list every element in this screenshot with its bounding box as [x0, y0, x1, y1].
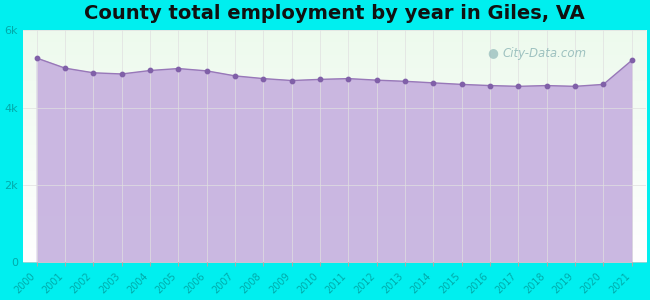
Point: [400, 79, 410, 84]
Point: [32, 56, 42, 61]
Point: [570, 84, 580, 89]
Text: ●: ●: [487, 46, 498, 59]
Text: City-Data.com: City-Data.com: [502, 46, 587, 59]
Point: [372, 78, 382, 82]
Point: [541, 83, 552, 88]
Point: [88, 70, 99, 75]
Point: [60, 66, 70, 70]
Point: [230, 74, 240, 78]
Point: [315, 77, 325, 82]
Point: [598, 82, 608, 87]
Point: [343, 76, 354, 81]
Point: [485, 83, 495, 88]
Point: [202, 68, 212, 73]
Point: [287, 78, 297, 83]
Title: County total employment by year in Giles, VA: County total employment by year in Giles…: [84, 4, 584, 23]
Point: [174, 66, 184, 71]
Point: [258, 76, 268, 81]
Point: [627, 58, 637, 63]
Point: [428, 80, 439, 85]
Point: [456, 82, 467, 87]
Point: [116, 72, 127, 76]
Point: [513, 84, 523, 89]
Point: [145, 68, 155, 73]
